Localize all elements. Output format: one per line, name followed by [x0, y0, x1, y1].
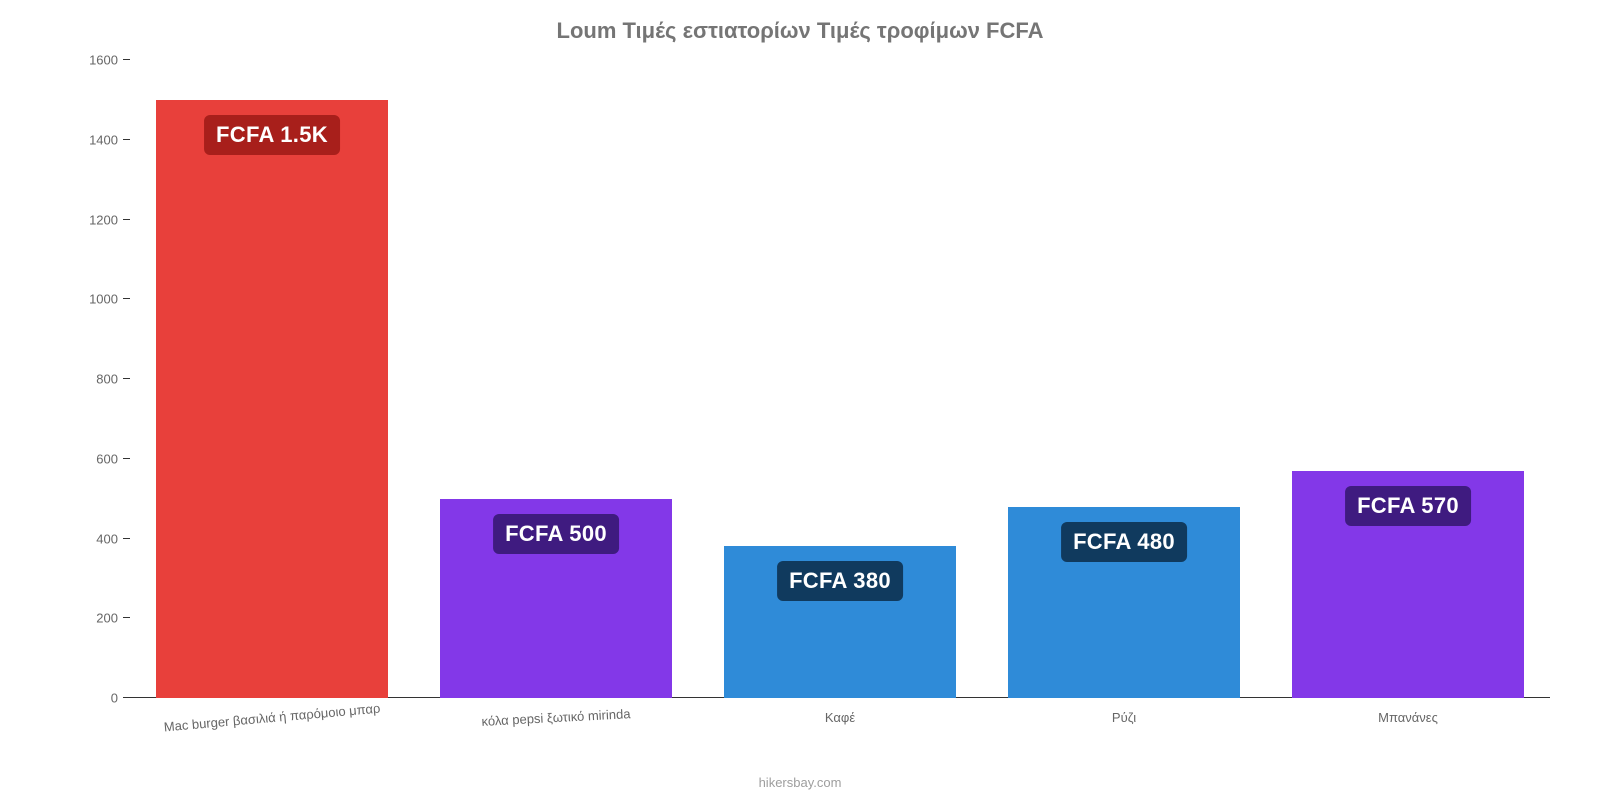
chart-title: Loum Τιμές εστιατορίων Τιμές τροφίμων FC… — [0, 18, 1600, 44]
y-tick-mark — [123, 617, 130, 618]
y-tick-mark — [123, 59, 130, 60]
bar-value-label: FCFA 500 — [493, 514, 619, 554]
x-axis-label: Mac burger βασιλιά ή παρόμοιο μπαρ — [163, 701, 381, 735]
attribution: hikersbay.com — [0, 775, 1600, 790]
y-tick-label: 0 — [111, 691, 118, 706]
y-tick-label: 400 — [96, 531, 118, 546]
bar-value-label: FCFA 480 — [1061, 522, 1187, 562]
y-tick-label: 600 — [96, 451, 118, 466]
bar-value-label: FCFA 1.5K — [204, 115, 340, 155]
bar: FCFA 480 — [1008, 507, 1241, 698]
x-axis-label: κόλα pepsi ξωτικό mirinda — [481, 706, 631, 729]
bar-value-label: FCFA 570 — [1345, 486, 1471, 526]
y-tick-mark — [123, 458, 130, 459]
bar: FCFA 570 — [1292, 471, 1525, 698]
plot-area: FCFA 1.5K FCFA 500 FCFA 380 FCFA 480 FCFA 57… — [130, 60, 1550, 698]
bar: FCFA 1.5K — [156, 100, 389, 698]
y-tick-mark — [123, 298, 130, 299]
bar-value-label: FCFA 380 — [777, 561, 903, 601]
y-tick-label: 800 — [96, 372, 118, 387]
y-axis: 02004006008001000120014001600 — [0, 60, 130, 698]
y-tick-label: 1600 — [89, 53, 118, 68]
y-tick-mark — [123, 538, 130, 539]
x-axis-labels: Mac burger βασιλιά ή παρόμοιο μπαρ κόλα p… — [130, 698, 1550, 768]
y-tick-label: 1400 — [89, 132, 118, 147]
chart-container: Loum Τιμές εστιατορίων Τιμές τροφίμων FC… — [0, 0, 1600, 800]
y-tick-mark — [123, 139, 130, 140]
x-axis-label: Ρύζι — [1112, 710, 1136, 725]
bar: FCFA 380 — [724, 546, 957, 698]
y-tick-label: 1000 — [89, 292, 118, 307]
y-tick-mark — [123, 697, 130, 698]
x-axis-label: Καφέ — [825, 710, 855, 725]
y-tick-mark — [123, 219, 130, 220]
bar: FCFA 500 — [440, 499, 673, 698]
y-tick-mark — [123, 378, 130, 379]
x-axis-label: Μπανάνες — [1378, 710, 1438, 725]
y-tick-label: 200 — [96, 611, 118, 626]
y-tick-label: 1200 — [89, 212, 118, 227]
